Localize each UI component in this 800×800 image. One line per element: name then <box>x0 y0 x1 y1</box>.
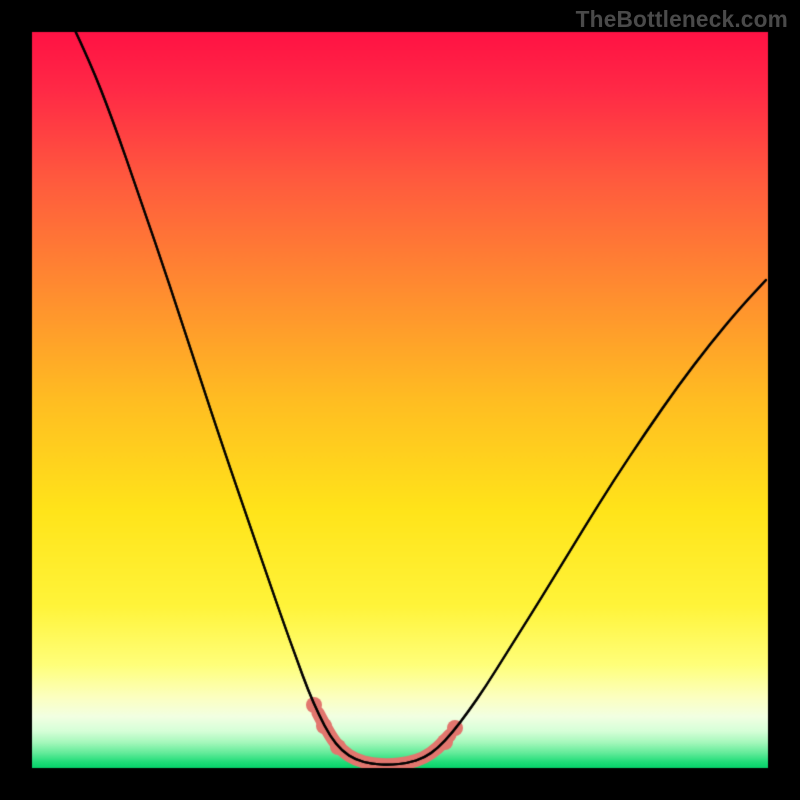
watermark-text: TheBottleneck.com <box>576 6 788 33</box>
bottleneck-chart <box>0 0 800 800</box>
